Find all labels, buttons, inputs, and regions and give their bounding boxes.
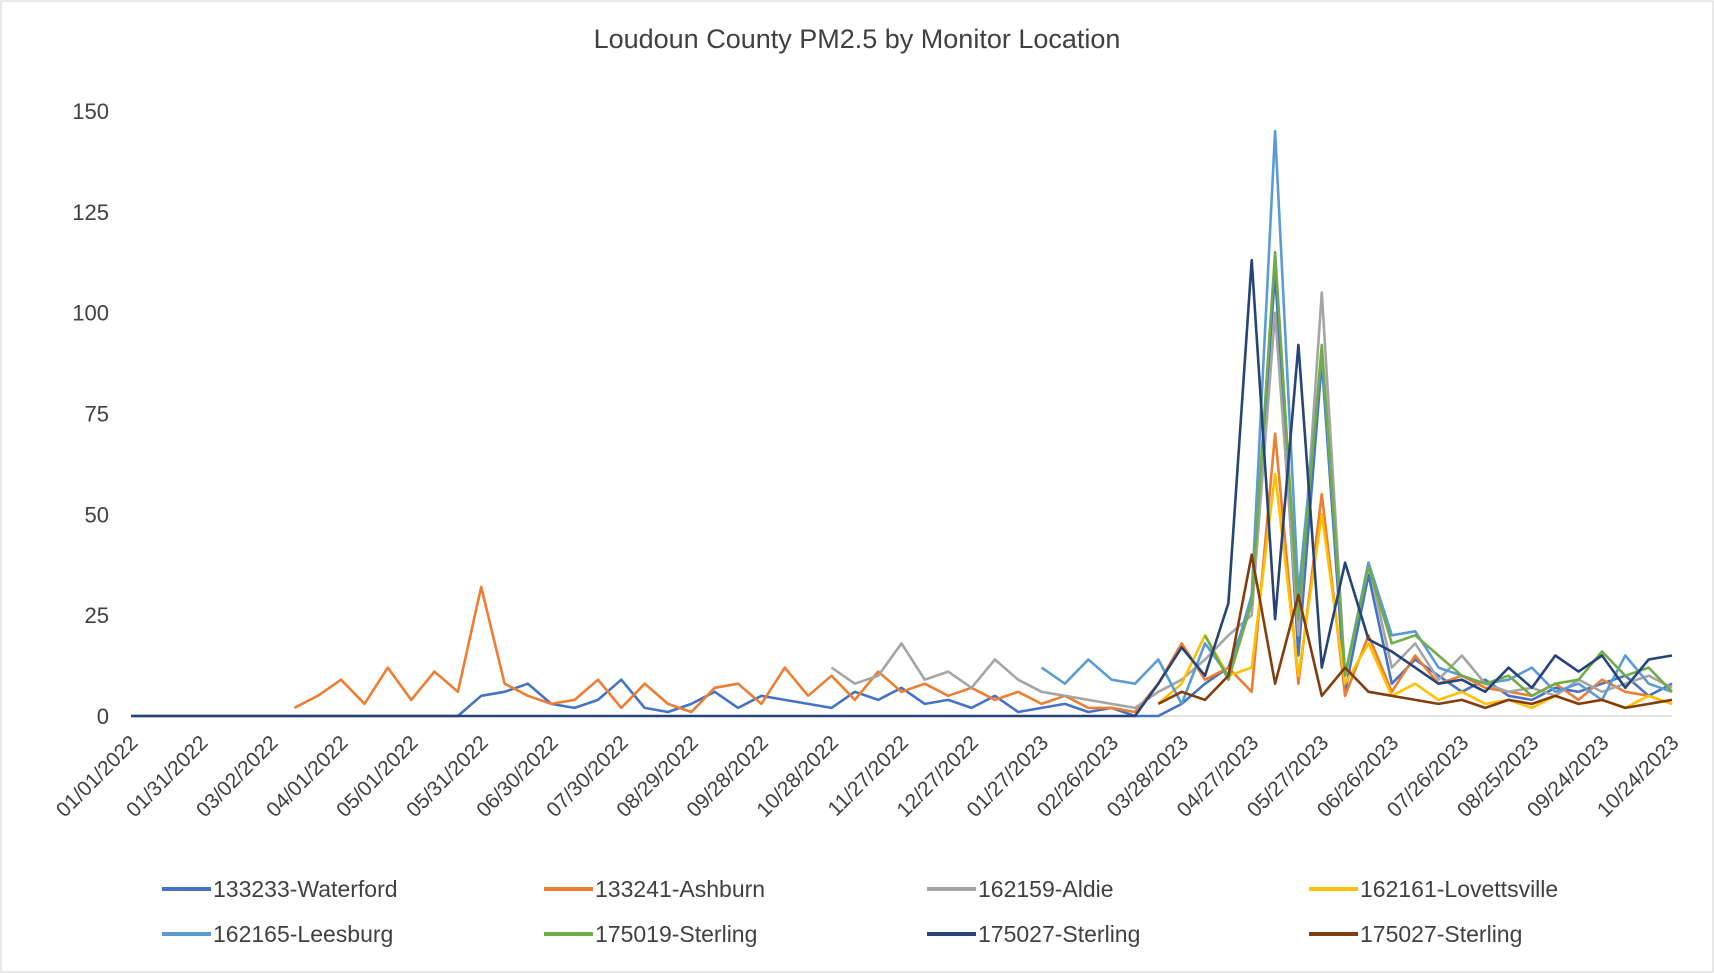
legend-label: 133233-Waterford [213, 876, 398, 902]
legend-label: 175027-Sterling [1360, 921, 1522, 947]
series-line [131, 258, 1673, 718]
legend-label: 162159-Aldie [978, 876, 1114, 902]
y-tick-label: 150 [72, 99, 109, 124]
y-tick-label: 25 [85, 603, 109, 628]
legend-label: 133241-Ashburn [595, 876, 765, 902]
chart-title: Loudoun County PM2.5 by Monitor Location [594, 24, 1121, 54]
y-tick-label: 125 [72, 200, 109, 225]
legend-label: 175019-Sterling [595, 921, 757, 947]
y-tick-label: 100 [72, 301, 109, 326]
series-line [1157, 553, 1673, 710]
legend-label: 175027-Sterling [978, 921, 1140, 947]
legend-label: 162161-Lovettsville [1360, 876, 1558, 902]
y-tick-label: 0 [97, 704, 109, 729]
legend-label: 162165-Leesburg [213, 921, 393, 947]
y-tick-label: 75 [85, 402, 109, 427]
y-tick-label: 50 [85, 502, 109, 527]
